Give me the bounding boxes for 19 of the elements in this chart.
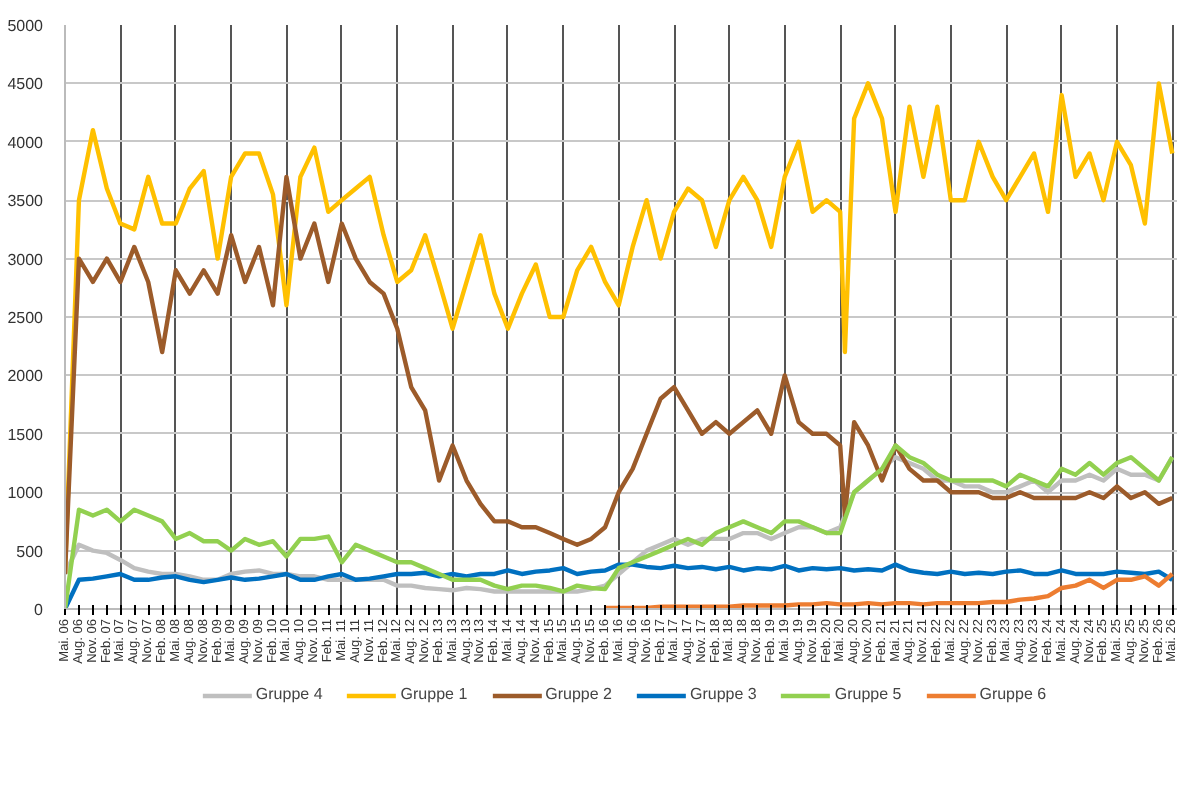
legend-label: Gruppe 6 (979, 685, 1047, 703)
legend-label: Gruppe 1 (400, 685, 468, 703)
y-tick-label: 3000 (7, 250, 45, 269)
y-tick-label: 1000 (7, 484, 45, 503)
y-tick-label: 0 (34, 601, 45, 619)
y-tick-label: 1500 (7, 425, 45, 444)
y-tick-label: 2500 (7, 309, 45, 327)
legend-label: Gruppe 2 (545, 685, 612, 703)
y-tick-label: 4000 (7, 133, 45, 152)
y-tick-label: 4500 (7, 75, 45, 94)
legend-label: Gruppe 3 (690, 685, 757, 703)
legend-label: Gruppe 5 (834, 685, 902, 703)
y-tick-label: 2000 (7, 367, 45, 386)
line-series (602, 571, 1175, 609)
line-series (65, 174, 1175, 577)
y-tick-label: 5000 (7, 17, 45, 35)
y-tick-label: 500 (16, 542, 45, 561)
y-tick-label: 3500 (7, 192, 45, 211)
legend-label: Gruppe 4 (255, 685, 323, 703)
